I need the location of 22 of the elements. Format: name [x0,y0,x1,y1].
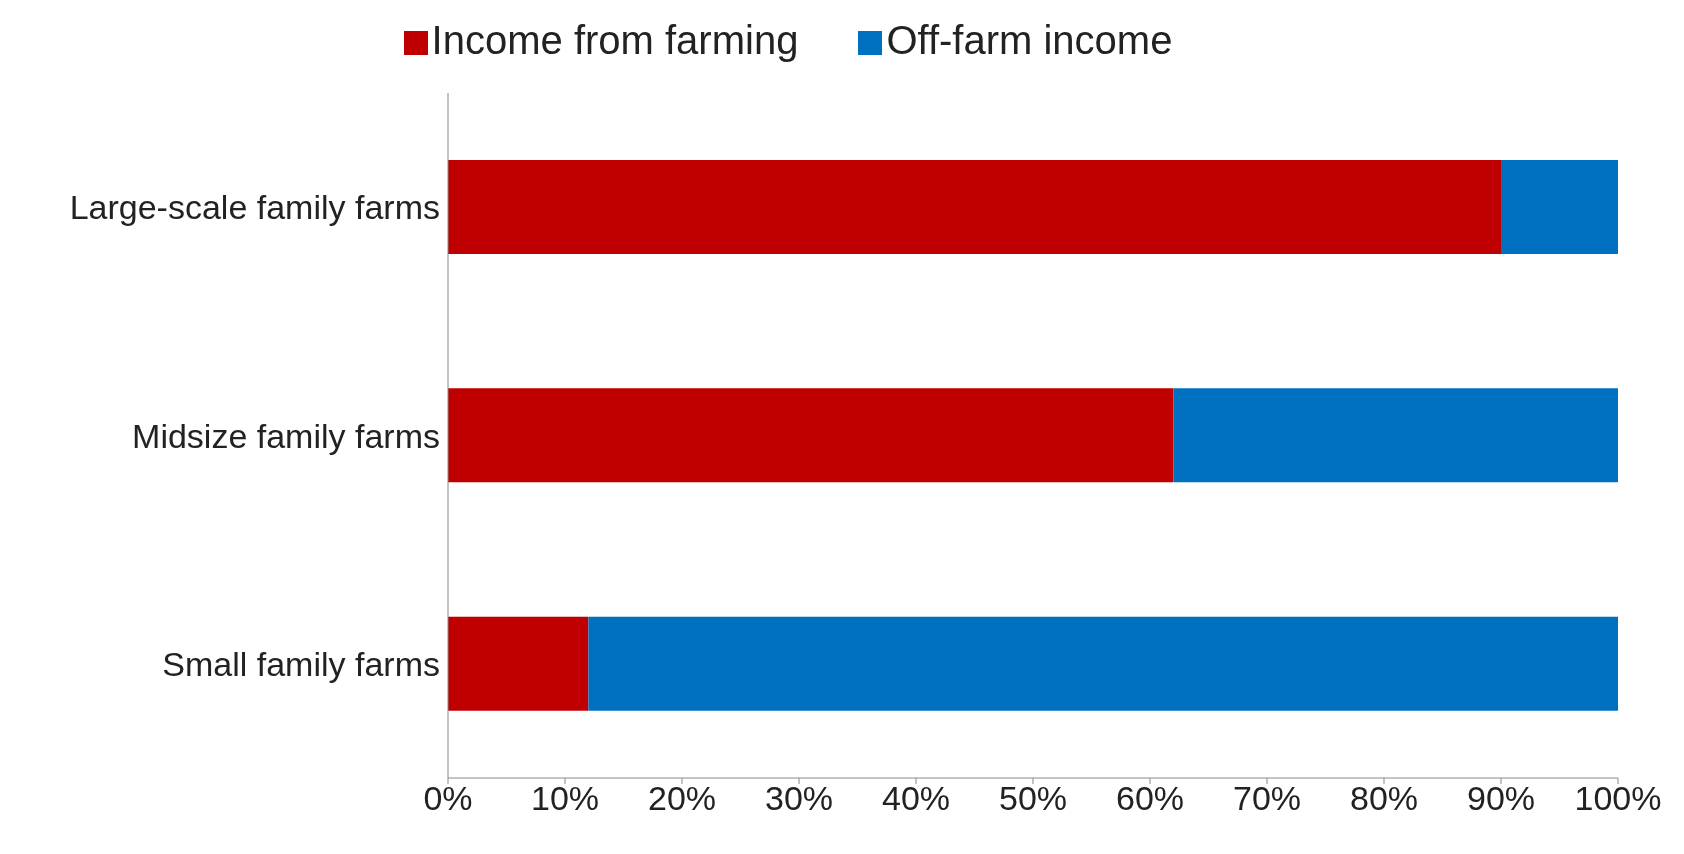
bar [1501,160,1618,254]
bar [448,388,1174,483]
x-tick-label: 60% [1115,779,1185,818]
y-tick-label: Small family farms [162,644,440,683]
x-tick-label: 20% [647,779,717,818]
legend-label: Off-farm income [886,18,1173,62]
x-tick-label: 0% [423,779,473,818]
bar [448,160,1501,254]
bar [1173,388,1618,483]
x-tick-label: 70% [1232,779,1302,818]
x-tick-label: 30% [764,779,834,818]
bar [588,616,1618,711]
x-tick-label: 10% [530,779,600,818]
x-tick-label: 50% [998,779,1068,818]
bar [448,616,589,711]
x-tick-label: 90% [1466,779,1536,818]
x-tick-label: 40% [881,779,951,818]
x-tick-label: 80% [1349,779,1419,818]
legend-label: Income from farming [431,18,799,62]
y-tick-label: Midsize family farms [132,416,440,455]
x-tick-label: 100% [1574,779,1662,818]
y-tick-label: Large-scale family farms [69,188,440,227]
